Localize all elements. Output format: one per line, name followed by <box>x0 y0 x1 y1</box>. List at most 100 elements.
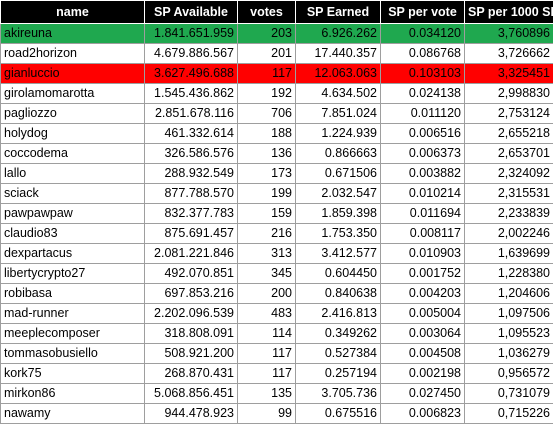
cell-name: nawamy <box>1 404 145 424</box>
cell-sp-per-vote: 0.008117 <box>381 224 465 244</box>
cell-name: meeplecomposer <box>1 324 145 344</box>
cell-sp-available: 3.627.496.688 <box>145 64 238 84</box>
cell-votes: 199 <box>238 184 296 204</box>
cell-sp-per-1000: 3,726662 <box>465 44 553 64</box>
cell-sp-per-1000: 2,315531 <box>465 184 553 204</box>
cell-sp-per-vote: 0.010214 <box>381 184 465 204</box>
cell-votes: 203 <box>238 24 296 44</box>
cell-sp-per-vote: 0.011120 <box>381 104 465 124</box>
cell-sp-earned: 1.859.398 <box>296 204 381 224</box>
cell-sp-available: 492.070.851 <box>145 264 238 284</box>
cell-sp-available: 4.679.886.567 <box>145 44 238 64</box>
cell-name: road2horizon <box>1 44 145 64</box>
cell-votes: 200 <box>238 284 296 304</box>
cell-sp-per-vote: 0.004203 <box>381 284 465 304</box>
cell-name: robibasa <box>1 284 145 304</box>
cell-sp-per-vote: 0.027450 <box>381 384 465 404</box>
cell-sp-per-vote: 0.024138 <box>381 84 465 104</box>
cell-name: claudio83 <box>1 224 145 244</box>
cell-sp-available: 1.545.436.862 <box>145 84 238 104</box>
cell-sp-earned: 4.634.502 <box>296 84 381 104</box>
cell-sp-available: 326.586.576 <box>145 144 238 164</box>
header-sp-per-1000: SP per 1000 SP <box>465 1 553 24</box>
cell-sp-earned: 0.675516 <box>296 404 381 424</box>
cell-sp-per-vote: 0.002198 <box>381 364 465 384</box>
cell-sp-available: 944.478.923 <box>145 404 238 424</box>
cell-sp-earned: 7.851.024 <box>296 104 381 124</box>
cell-sp-earned: 0.840638 <box>296 284 381 304</box>
cell-sp-per-vote: 0.001752 <box>381 264 465 284</box>
cell-sp-per-vote: 0.011694 <box>381 204 465 224</box>
cell-sp-earned: 6.926.262 <box>296 24 381 44</box>
cell-sp-earned: 17.440.357 <box>296 44 381 64</box>
cell-votes: 216 <box>238 224 296 244</box>
cell-name: pagliozzo <box>1 104 145 124</box>
cell-votes: 192 <box>238 84 296 104</box>
cell-sp-per-1000: 2,002246 <box>465 224 553 244</box>
cell-name: girolamomarotta <box>1 84 145 104</box>
cell-name: sciack <box>1 184 145 204</box>
cell-name: pawpawpaw <box>1 204 145 224</box>
cell-sp-per-1000: 1,204606 <box>465 284 553 304</box>
cell-sp-available: 2.202.096.539 <box>145 304 238 324</box>
cell-sp-per-1000: 2,324092 <box>465 164 553 184</box>
cell-sp-earned: 0.349262 <box>296 324 381 344</box>
cell-sp-earned: 0.671506 <box>296 164 381 184</box>
cell-votes: 706 <box>238 104 296 124</box>
cell-sp-per-vote: 0.006823 <box>381 404 465 424</box>
cell-sp-available: 2.851.678.116 <box>145 104 238 124</box>
cell-sp-per-vote: 0.004508 <box>381 344 465 364</box>
cell-name: akireuna <box>1 24 145 44</box>
cell-sp-per-1000: 0,715226 <box>465 404 553 424</box>
cell-sp-earned: 1.753.350 <box>296 224 381 244</box>
cell-sp-per-vote: 0.103103 <box>381 64 465 84</box>
cell-sp-per-vote: 0.003064 <box>381 324 465 344</box>
cell-sp-earned: 12.063.063 <box>296 64 381 84</box>
cell-name: libertycrypto27 <box>1 264 145 284</box>
cell-sp-earned: 1.224.939 <box>296 124 381 144</box>
cell-sp-earned: 2.032.547 <box>296 184 381 204</box>
cell-sp-per-vote: 0.003882 <box>381 164 465 184</box>
cell-votes: 313 <box>238 244 296 264</box>
cell-name: mad-runner <box>1 304 145 324</box>
cell-sp-per-1000: 0,956572 <box>465 364 553 384</box>
cell-sp-earned: 0.604450 <box>296 264 381 284</box>
cell-sp-earned: 0.866663 <box>296 144 381 164</box>
cell-votes: 173 <box>238 164 296 184</box>
header-sp-available: SP Available <box>145 1 238 24</box>
cell-sp-per-1000: 1,228380 <box>465 264 553 284</box>
cell-sp-earned: 3.412.577 <box>296 244 381 264</box>
cell-votes: 483 <box>238 304 296 324</box>
cell-sp-available: 508.921.200 <box>145 344 238 364</box>
header-sp-per-vote: SP per vote <box>381 1 465 24</box>
header-votes: votes <box>238 1 296 24</box>
cell-sp-per-1000: 0,731079 <box>465 384 553 404</box>
header-sp-earned: SP Earned <box>296 1 381 24</box>
cell-name: mirkon86 <box>1 384 145 404</box>
cell-sp-available: 877.788.570 <box>145 184 238 204</box>
cell-sp-per-1000: 2,753124 <box>465 104 553 124</box>
cell-sp-per-vote: 0.086768 <box>381 44 465 64</box>
cell-sp-available: 288.932.549 <box>145 164 238 184</box>
cell-votes: 201 <box>238 44 296 64</box>
cell-name: tommasobusiello <box>1 344 145 364</box>
cell-sp-earned: 2.416.813 <box>296 304 381 324</box>
cell-sp-available: 1.841.651.959 <box>145 24 238 44</box>
cell-sp-per-1000: 2,655218 <box>465 124 553 144</box>
cell-votes: 114 <box>238 324 296 344</box>
cell-votes: 117 <box>238 344 296 364</box>
cell-sp-per-1000: 3,760896 <box>465 24 553 44</box>
cell-sp-per-vote: 0.006373 <box>381 144 465 164</box>
